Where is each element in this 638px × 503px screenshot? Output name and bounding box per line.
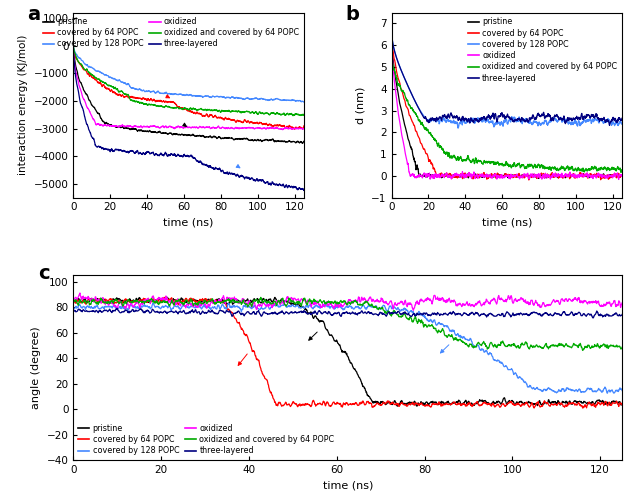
Text: b: b [345,5,359,24]
X-axis label: time (ns): time (ns) [323,481,373,490]
Legend: pristine, covered by 64 POPC, covered by 128 POPC, oxidized, oxidized and covere: pristine, covered by 64 POPC, covered by… [42,17,300,49]
X-axis label: time (ns): time (ns) [163,218,214,228]
Y-axis label: interaction energy (KJ/mol): interaction energy (KJ/mol) [18,35,28,175]
Y-axis label: d (nm): d (nm) [356,87,366,124]
Y-axis label: angle (degree): angle (degree) [31,326,41,409]
Text: a: a [27,5,40,24]
Legend: pristine, covered by 64 POPC, covered by 128 POPC, oxidized, oxidized and covere: pristine, covered by 64 POPC, covered by… [467,17,618,83]
Legend: pristine, covered by 64 POPC, covered by 128 POPC, oxidized, oxidized and covere: pristine, covered by 64 POPC, covered by… [77,423,336,456]
Text: c: c [38,264,49,283]
X-axis label: time (ns): time (ns) [482,218,532,228]
